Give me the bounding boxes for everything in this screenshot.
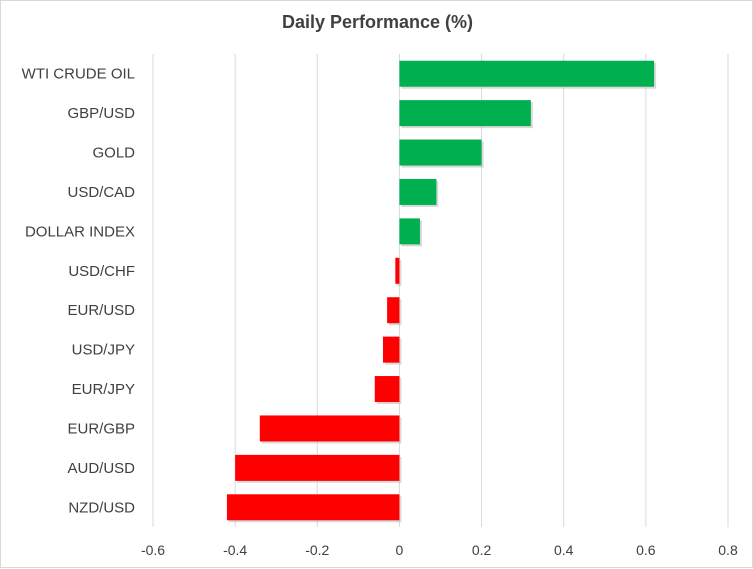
x-tick-label: 0.2 xyxy=(472,542,492,558)
bar xyxy=(226,494,400,521)
x-tick-label: 0 xyxy=(396,542,404,558)
x-tick-label: -0.6 xyxy=(141,542,165,558)
bar xyxy=(399,139,482,166)
category-label: DOLLAR INDEX xyxy=(25,223,135,240)
bar xyxy=(259,415,400,442)
bar xyxy=(383,336,400,363)
bar xyxy=(399,218,420,245)
bar xyxy=(399,60,655,87)
category-label: EUR/JPY xyxy=(72,381,135,398)
bar xyxy=(399,178,437,205)
category-label: WTI CRUDE OIL xyxy=(22,66,135,83)
category-label: AUD/USD xyxy=(67,460,135,477)
category-label: USD/JPY xyxy=(72,342,135,359)
bar xyxy=(235,454,400,481)
chart-title: Daily Performance (%) xyxy=(281,12,474,32)
x-tick-label: -0.4 xyxy=(223,542,247,558)
category-label: GBP/USD xyxy=(67,105,135,122)
category-label: EUR/GBP xyxy=(67,420,135,437)
x-tick-label: 0.4 xyxy=(554,542,574,558)
category-label: EUR/USD xyxy=(67,302,135,319)
x-tick-label: 0.6 xyxy=(636,542,656,558)
category-label: GOLD xyxy=(92,145,135,162)
category-label: USD/CAD xyxy=(67,184,135,201)
x-tick-label: -0.2 xyxy=(305,542,329,558)
category-label: USD/CHF xyxy=(68,263,135,280)
bar xyxy=(374,376,400,403)
category-label: NZD/USD xyxy=(68,499,135,516)
bar xyxy=(395,257,400,284)
x-tick-label: 0.8 xyxy=(718,542,738,558)
bar xyxy=(399,100,531,127)
bar xyxy=(387,297,400,324)
